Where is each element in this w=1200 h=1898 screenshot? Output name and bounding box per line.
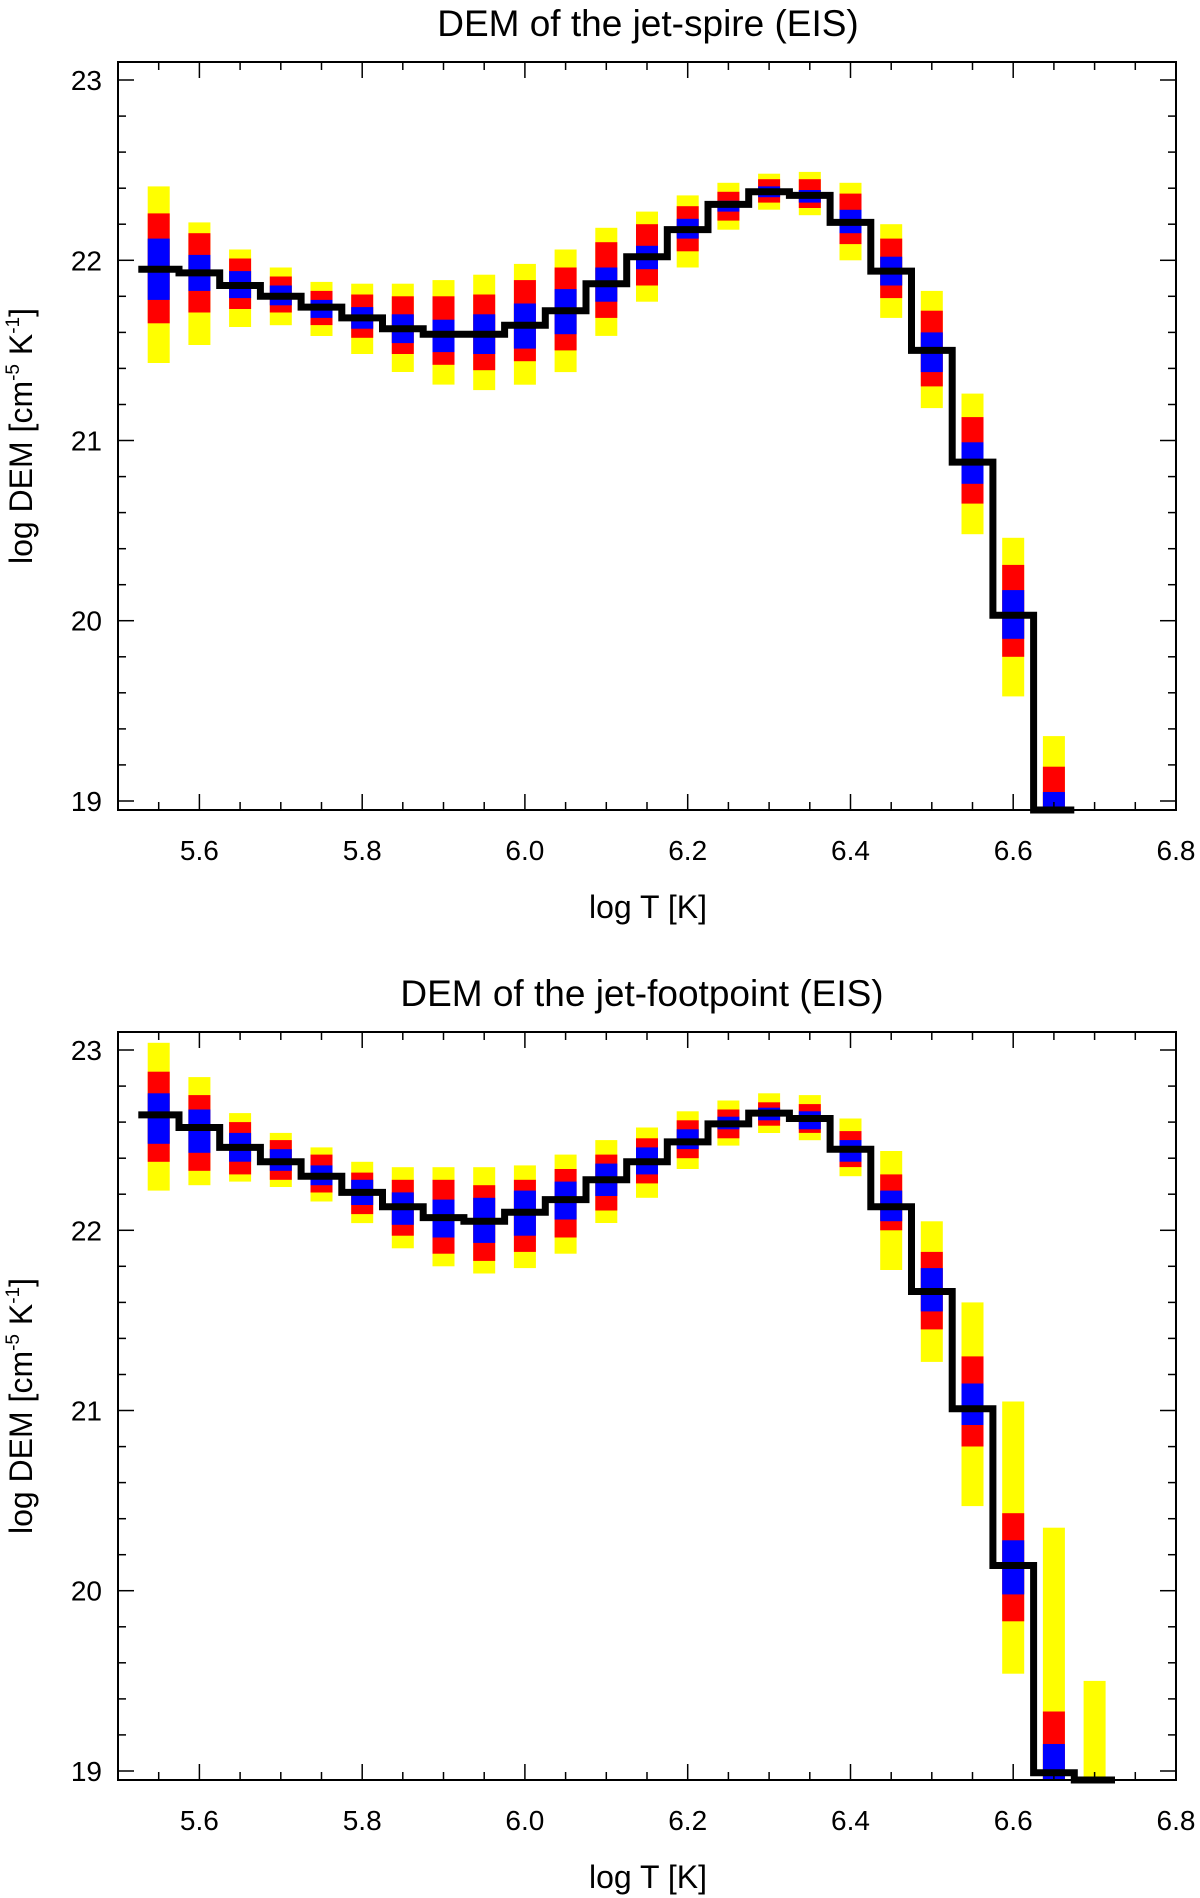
y-tick-label: 23 — [71, 65, 102, 96]
panel-spire-x-tick-labels: 5.6 5.8 6.0 6.2 6.4 6.6 6.8 — [180, 835, 1196, 866]
y-tick-label: 19 — [71, 786, 102, 817]
x-tick-label: 6.0 — [505, 835, 544, 866]
x-tick-label: 6.8 — [1157, 1805, 1196, 1836]
y-tick-label: 22 — [71, 1215, 102, 1246]
blue-error-bar — [147, 1093, 170, 1144]
panel-spire: DEM of the jet-spire (EIS) 5.6 5.8 6.0 6… — [3, 3, 1195, 925]
x-tick-label: 6.2 — [668, 835, 707, 866]
blue-error-bar — [1042, 792, 1065, 810]
x-tick-label: 6.6 — [994, 835, 1033, 866]
yellow-error-bar — [1083, 1680, 1106, 1780]
y-tick-label: 21 — [71, 426, 102, 457]
panel-spire-y-axis-label: log DEM [cm-5 K-1] — [3, 308, 39, 564]
y-tick-label: 20 — [71, 606, 102, 637]
panel-footpoint-frame — [117, 1031, 1177, 1781]
panel-spire-y-tick-labels: 19 20 21 22 23 — [71, 65, 102, 817]
panel-spire-x-axis-label: log T [K] — [589, 889, 707, 925]
panel-footpoint-title: DEM of the jet-footpoint (EIS) — [400, 973, 883, 1014]
panel-footpoint-y-axis-label: log DEM [cm-5 K-1] — [3, 1278, 39, 1534]
y-tick-label: 22 — [71, 245, 102, 276]
panel-footpoint-y-tick-labels: 19 20 21 22 23 — [71, 1035, 102, 1787]
panel-spire-frame — [117, 61, 1177, 811]
x-tick-label: 6.8 — [1157, 835, 1196, 866]
x-tick-label: 6.4 — [831, 835, 870, 866]
y-tick-label: 23 — [71, 1035, 102, 1066]
x-tick-label: 5.6 — [180, 835, 219, 866]
y-tick-label: 20 — [71, 1576, 102, 1607]
x-tick-label: 6.0 — [505, 1805, 544, 1836]
x-tick-label: 5.8 — [343, 1805, 382, 1836]
panel-spire-best-fit-line — [138, 188, 1075, 814]
y-tick-label: 21 — [71, 1396, 102, 1427]
y-tick-label: 19 — [71, 1756, 102, 1787]
x-tick-label: 5.8 — [343, 835, 382, 866]
x-tick-label: 6.4 — [831, 1805, 870, 1836]
panel-spire-title: DEM of the jet-spire (EIS) — [437, 3, 859, 44]
panel-footpoint-x-tick-labels: 5.6 5.8 6.0 6.2 6.4 6.6 6.8 — [180, 1805, 1196, 1836]
panel-footpoint: DEM of the jet-footpoint (EIS) 5.6 5.8 6… — [3, 973, 1195, 1895]
x-tick-label: 6.6 — [994, 1805, 1033, 1836]
panel-footpoint-x-axis-label: log T [K] — [589, 1859, 707, 1895]
x-tick-label: 5.6 — [180, 1805, 219, 1836]
panel-footpoint-best-fit-line — [138, 1109, 1115, 1784]
blue-error-bar — [188, 1109, 211, 1153]
blue-error-bar — [961, 1383, 984, 1425]
x-tick-label: 6.2 — [668, 1805, 707, 1836]
